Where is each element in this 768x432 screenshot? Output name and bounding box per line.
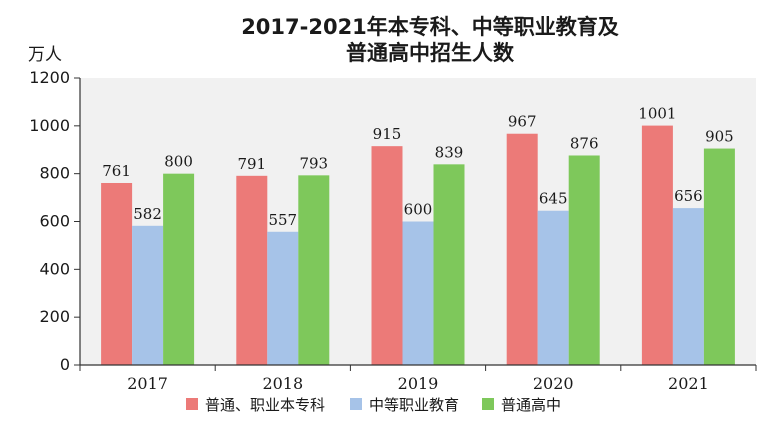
- bar-2020-series-3: [568, 155, 600, 365]
- bar-2020-series-2: [537, 210, 569, 365]
- legend-label: 普通、职业本专科: [205, 396, 325, 414]
- legend-swatch: [482, 398, 494, 410]
- bar-2018-series-3: [298, 175, 330, 365]
- bar-2021-series-3: [703, 148, 735, 365]
- y-tick-label: 1200: [29, 68, 70, 87]
- y-tick-label: 800: [39, 164, 70, 183]
- y-axis-ticks: 0 200 400 600 800 1000 1200: [29, 68, 80, 374]
- x-tick-label: 2020: [533, 374, 574, 393]
- data-label: 557: [268, 211, 297, 229]
- x-tick-label: 2021: [668, 374, 709, 393]
- axes: [79, 78, 756, 366]
- x-axis-ticks: 2017 2018 2019 2020 2021: [79, 365, 757, 393]
- data-label: 645: [539, 190, 568, 208]
- data-label: 915: [373, 125, 402, 143]
- x-tick-label: 2017: [127, 374, 168, 393]
- data-label: 793: [299, 154, 328, 172]
- y-tick-label: 600: [39, 212, 70, 231]
- x-tick-label: 2018: [262, 374, 303, 393]
- data-label: 876: [570, 134, 599, 152]
- y-tick-label: 400: [39, 259, 70, 278]
- bar-2017-series-3: [163, 173, 195, 365]
- chart-title-line-1: 2017-2021年本专科、中等职业教育及: [241, 15, 620, 39]
- data-label: 791: [237, 155, 266, 173]
- data-label: 656: [674, 187, 703, 205]
- data-label: 600: [404, 201, 433, 219]
- legend-label: 普通高中: [501, 396, 561, 414]
- data-label: 1001: [638, 105, 676, 123]
- data-label: 839: [435, 143, 464, 161]
- bar-2021-series-1: [641, 125, 673, 365]
- data-label: 800: [164, 153, 193, 171]
- legend-swatch: [186, 398, 198, 410]
- bar-2017-series-2: [132, 225, 164, 365]
- y-axis-unit-label: 万人: [28, 45, 62, 65]
- data-label: 967: [508, 113, 537, 131]
- bar-2019-series-1: [371, 146, 403, 365]
- legend-swatch: [350, 398, 362, 410]
- bar-2019-series-3: [433, 164, 465, 365]
- legend-label: 中等职业教育: [369, 396, 459, 414]
- data-label: 582: [133, 205, 162, 223]
- y-tick-label: 200: [39, 307, 70, 326]
- bars: [101, 125, 735, 365]
- data-label: 905: [705, 128, 734, 146]
- chart-title-line-2: 普通高中招生人数: [346, 41, 515, 65]
- bar-2020-series-1: [506, 133, 538, 365]
- bar-2017-series-1: [101, 182, 133, 365]
- data-label: 761: [102, 162, 131, 180]
- x-tick-label: 2019: [398, 374, 439, 393]
- y-tick-label: 1000: [29, 116, 70, 135]
- y-tick-label: 0: [60, 355, 70, 374]
- bar-2021-series-2: [672, 208, 704, 365]
- legend: 普通、职业本专科 中等职业教育 普通高中: [186, 396, 561, 414]
- data-labels: 761 791 915 967 1001 582 557 600 645 656 800 793 839…: [102, 105, 733, 229]
- bar-2018-series-1: [236, 175, 268, 365]
- bar-2019-series-2: [402, 221, 434, 365]
- bar-2018-series-2: [267, 231, 299, 365]
